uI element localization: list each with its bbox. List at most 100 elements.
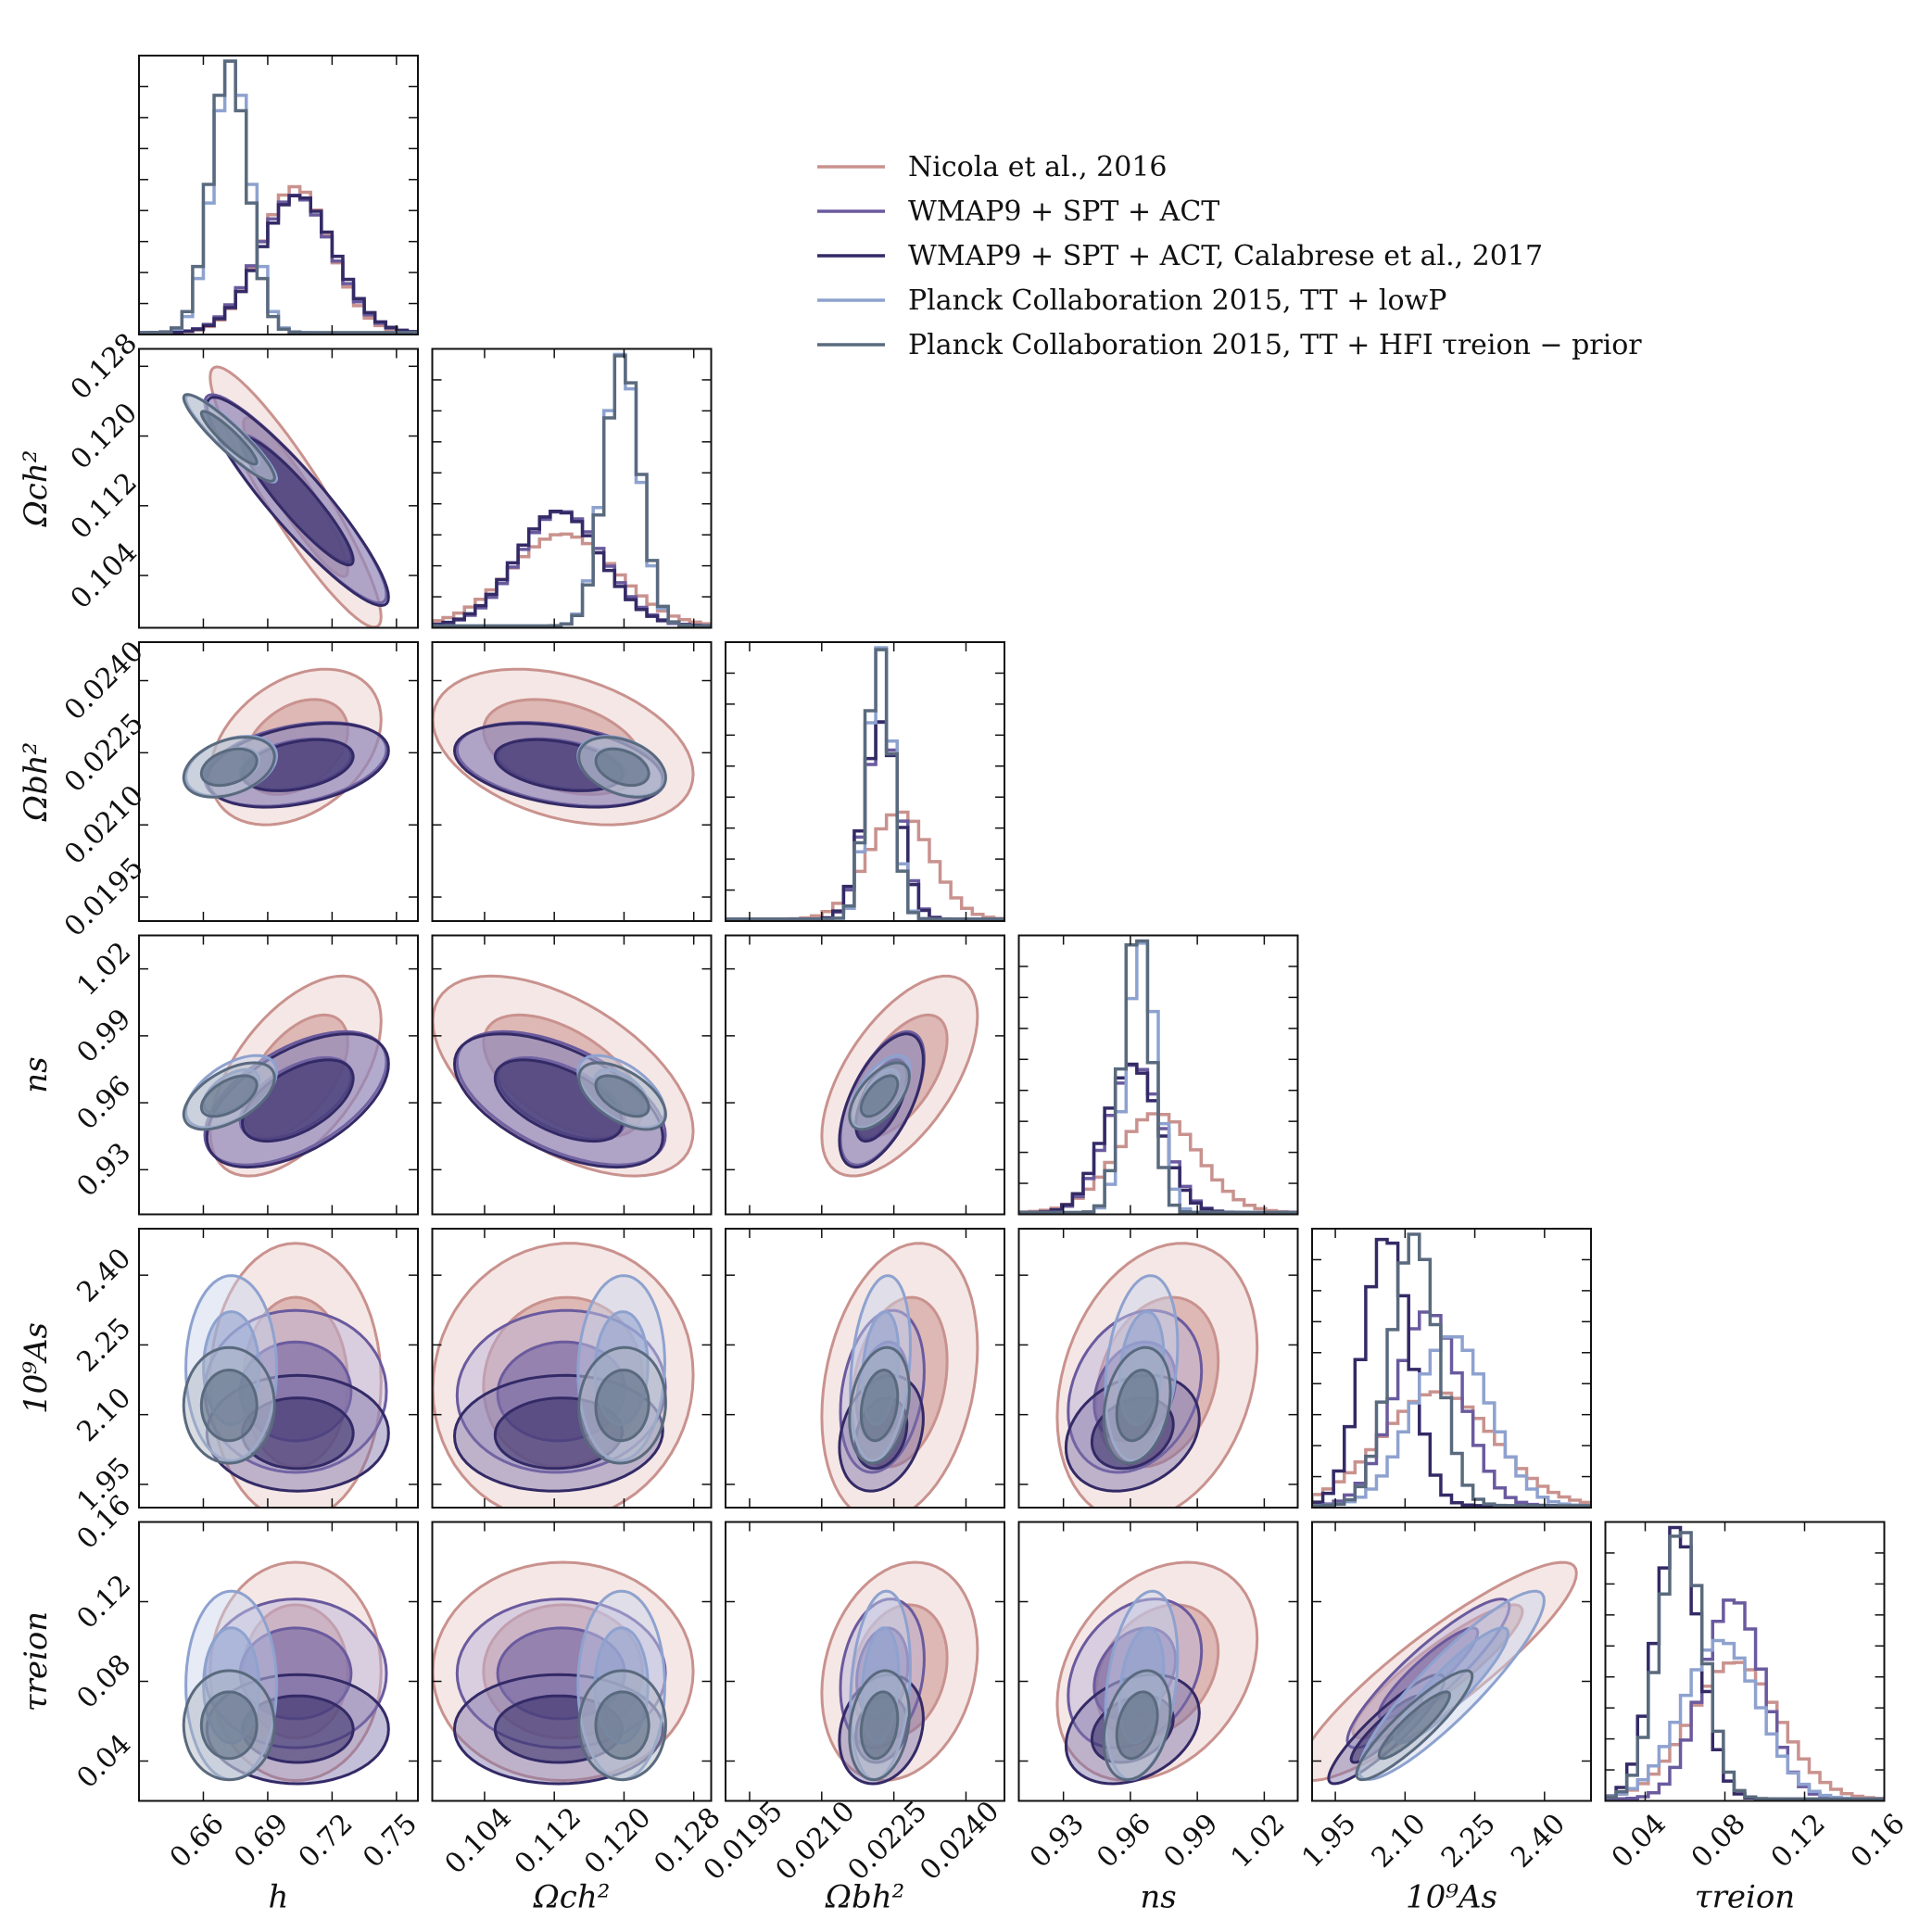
x-tick-label: 0.12: [1765, 1808, 1832, 1875]
panel-h-h: [138, 55, 419, 335]
panels: 0.1040.1120.1200.128Ωch²0.01950.02100.02…: [18, 55, 1912, 1916]
panel-As-ns: [1017, 1228, 1299, 1509]
panel-tau-tau: 0.04 0.08 0.12 0.16 τreion: [1604, 1521, 1912, 1916]
panel-frame: [138, 55, 419, 335]
histogram-h-series-2: [139, 194, 418, 335]
legend-label-1: WMAP9 + SPT + ACT: [908, 196, 1219, 228]
contour-As-tau-series-4-inner: [1377, 1690, 1452, 1761]
y-axis-label-ombh2: Ωbh²: [18, 742, 55, 822]
x-axis-label-ns: ns: [1140, 1879, 1176, 1916]
panel-frame: [431, 1228, 713, 1509]
histogram-ns-series-4: [1018, 939, 1298, 1215]
panel-frame: [1017, 1228, 1299, 1509]
panel-frame: [1311, 1521, 1592, 1802]
panel-ns-omch2: [431, 934, 713, 1216]
panel-frame: [431, 641, 713, 922]
x-tick-label: 0.66: [164, 1808, 231, 1875]
x-tick-label: 2.10: [1366, 1808, 1433, 1875]
panel-tau-ns: 0.93 0.96 0.99 1.02 ns: [1017, 1521, 1299, 1916]
panel-ombh2-omch2: [431, 641, 713, 922]
y-tick-label: 0.04: [70, 1728, 137, 1795]
histogram-As-series-0: [1312, 1390, 1591, 1508]
x-axis-label-h: h: [269, 1879, 289, 1916]
contour-ombh2-tau-series-4-inner: [859, 1690, 900, 1761]
contour-ombh2-As-series-4-inner: [859, 1368, 900, 1443]
x-tick-label: 0.104: [438, 1801, 517, 1880]
legend-label-4: Planck Collaboration 2015, TT + HFI τrei…: [908, 329, 1642, 361]
panel-ns-h: 0.930.960.991.02 ns: [18, 934, 419, 1216]
legend-label-3: Planck Collaboration 2015, TT + lowP: [908, 284, 1446, 317]
histogram-ombh2-series-4: [726, 648, 1004, 921]
contour-ombh2-ns-series-4-inner: [859, 1074, 900, 1118]
x-tick-label: 0.112: [509, 1801, 587, 1880]
panel-frame: [431, 347, 713, 629]
y-tick-label: 0.112: [65, 466, 144, 545]
x-axis-label-omch2: Ωch²: [533, 1879, 611, 1916]
contour-ns-As-series-4-inner: [1115, 1368, 1159, 1443]
contour-h-ombh2-series-4-inner: [199, 747, 259, 788]
panel-frame: [725, 934, 1005, 1216]
y-tick-label: 0.08: [70, 1648, 137, 1715]
x-tick-label: 0.0240: [914, 1795, 1005, 1887]
contour-h-tau-series-4-inner: [199, 1690, 259, 1761]
y-tick-label: 0.12: [70, 1569, 137, 1635]
histogram-tau-series-4: [1605, 1531, 1885, 1801]
x-tick-label: 0.0225: [841, 1795, 933, 1887]
panel-frame: [138, 347, 419, 629]
x-tick-label: 2.25: [1435, 1808, 1502, 1875]
y-tick-label: 1.02: [70, 936, 137, 1003]
x-axis-label-As: 10⁹As: [1406, 1879, 1497, 1916]
histogram-As-series-4: [1312, 1232, 1591, 1508]
panel-frame: [431, 1521, 713, 1802]
y-tick-label: 2.25: [70, 1312, 137, 1379]
panel-frame: [725, 1521, 1005, 1802]
contour-omch2-As-series-4-inner: [594, 1369, 650, 1443]
panel-frame: [1311, 1228, 1592, 1509]
x-tick-label: 0.69: [228, 1808, 295, 1875]
panel-frame: [138, 1521, 419, 1802]
histogram-omch2-series-4: [432, 354, 712, 628]
legend: Nicola et al., 2016 WMAP9 + SPT + ACT WMAP…: [817, 151, 1642, 361]
y-axis-label-ns: ns: [18, 1056, 55, 1092]
y-tick-label: 0.0225: [58, 707, 150, 799]
y-tick-label: 0.0195: [58, 852, 150, 943]
x-tick-label: 0.93: [1024, 1808, 1091, 1875]
panel-frame: [1604, 1521, 1886, 1802]
contour-omch2-ns-series-4-inner: [594, 1074, 650, 1118]
x-tick-label: 0.72: [293, 1808, 360, 1875]
y-axis-label-As: 10⁹As: [18, 1322, 55, 1414]
y-tick-label: 0.0240: [58, 635, 150, 726]
panel-frame: [1017, 1521, 1299, 1802]
x-tick-label: 0.99: [1157, 1808, 1224, 1875]
x-tick-label: 0.96: [1091, 1808, 1157, 1875]
y-tick-label: 2.40: [70, 1243, 137, 1309]
y-tick-label: 0.120: [65, 397, 144, 475]
panel-frame: [1017, 934, 1299, 1216]
panel-frame: [725, 1228, 1005, 1509]
contour-omch2-ns-series-2-inner: [493, 1058, 625, 1143]
x-tick-label: 0.16: [1845, 1808, 1912, 1875]
x-tick-label: 0.0210: [770, 1795, 862, 1887]
y-axis-label-omch2: Ωch²: [18, 450, 55, 528]
panel-frame: [725, 641, 1005, 922]
y-tick-label: 0.0210: [58, 779, 150, 871]
x-tick-label: 0.120: [578, 1801, 657, 1880]
y-tick-label: 0.96: [70, 1069, 137, 1136]
y-tick-label: 0.104: [65, 537, 144, 615]
panel-omch2-omch2: [431, 347, 713, 629]
x-axis-label-ombh2: Ωbh²: [825, 1879, 904, 1916]
x-tick-label: 1.02: [1225, 1808, 1292, 1875]
y-axis-label-tau: τreion: [18, 1611, 55, 1711]
contour-omch2-tau-series-4-inner: [594, 1690, 650, 1761]
contour-h-ns-series-4-inner: [199, 1074, 259, 1118]
y-tick-label: 0.128: [65, 327, 144, 406]
panel-As-ombh2: [725, 1228, 1005, 1509]
x-tick-label: 0.04: [1606, 1808, 1673, 1875]
